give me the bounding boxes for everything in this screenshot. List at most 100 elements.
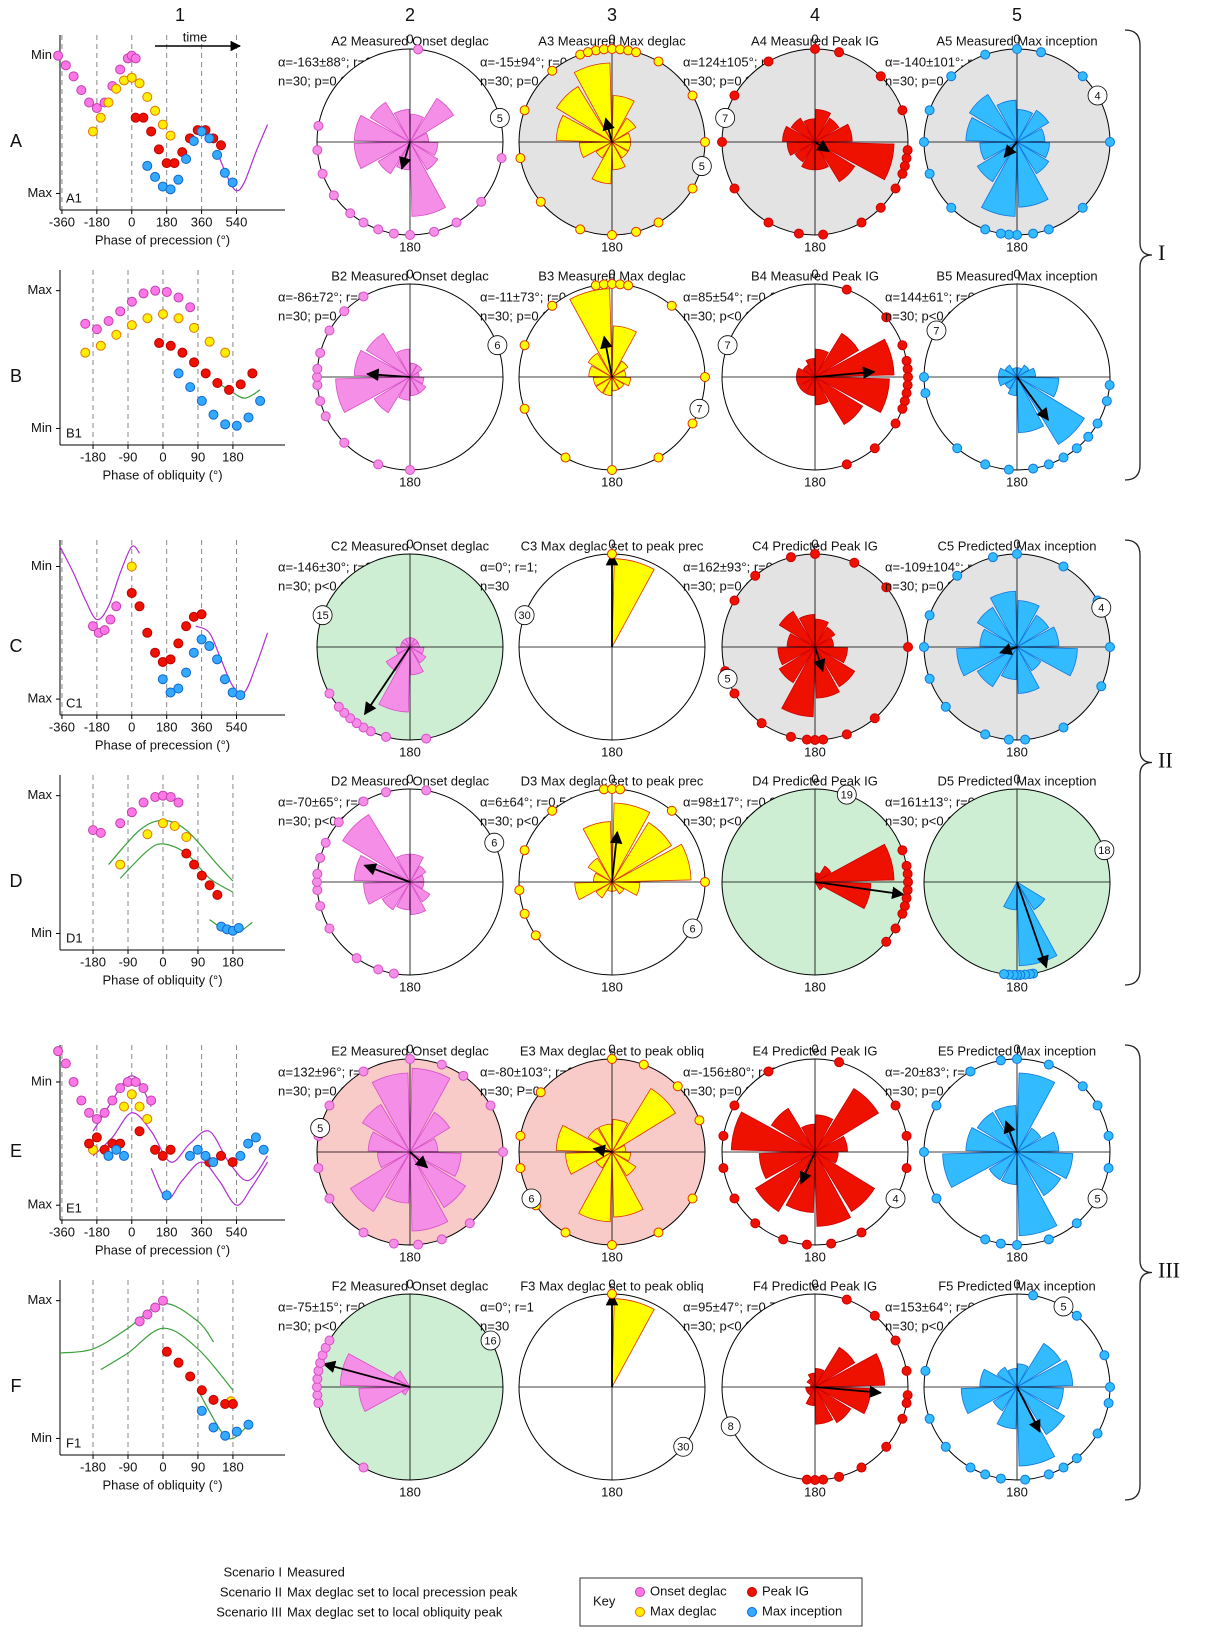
scale-label: 5 (1060, 1301, 1066, 1313)
y-tick-label: Max (27, 185, 52, 200)
data-point (185, 382, 196, 393)
y-tick-label: Min (31, 420, 52, 435)
scale-badge (514, 605, 535, 626)
petal (409, 853, 424, 883)
data-point (99, 625, 110, 636)
data-point (138, 112, 149, 123)
rose-title: E5 Predicted Max inception (938, 1043, 1096, 1058)
data-point (1043, 1469, 1054, 1480)
data-point (142, 1113, 153, 1124)
data-point (987, 552, 998, 563)
data-point (405, 230, 415, 240)
data-point (897, 1413, 908, 1424)
rose-bottom-label: 180 (399, 1249, 421, 1264)
data-point (1043, 1059, 1054, 1070)
x-tick-label: 180 (156, 214, 178, 229)
scenario-description: Max deglac set to local obliquity peak (287, 1604, 503, 1619)
data-point (869, 443, 880, 454)
petal (1016, 1127, 1042, 1153)
data-point (173, 638, 184, 649)
data-point (1071, 1453, 1082, 1464)
key-marker (635, 1587, 645, 1597)
scale-badge (310, 1118, 331, 1138)
data-point (1101, 396, 1112, 407)
data-point (980, 729, 991, 740)
mean-vector (814, 139, 830, 153)
data-point (185, 302, 196, 313)
scale-badge (682, 918, 703, 939)
petal (409, 881, 427, 915)
data-point (756, 718, 767, 729)
scale-badge (717, 335, 738, 356)
x-tick-label: 540 (226, 1224, 248, 1239)
y-tick-label: Min (31, 47, 52, 62)
rose-circle (721, 1058, 909, 1246)
x-tick-label: 0 (128, 1224, 135, 1239)
petal (1016, 141, 1050, 159)
data-point (76, 85, 87, 96)
data-point (897, 105, 908, 116)
data-point (1043, 1234, 1054, 1245)
rose-title: C4 Predicted Peak IG (752, 538, 878, 553)
petal (578, 1151, 613, 1223)
data-point (1028, 1290, 1039, 1301)
mean-vector (813, 646, 826, 673)
data-point (115, 306, 126, 317)
petal (1016, 1151, 1062, 1197)
mean-vector (609, 830, 623, 883)
petal (588, 365, 613, 378)
data-point (924, 673, 935, 684)
data-point (312, 363, 323, 374)
data-point (1105, 642, 1115, 652)
petal (1016, 614, 1050, 648)
data-point (130, 53, 141, 64)
petal (349, 1151, 411, 1213)
rose-stats: α=6±64°; r=0.54 (480, 794, 574, 809)
data-point (1012, 1240, 1022, 1250)
petal (814, 1114, 834, 1153)
data-point (373, 459, 384, 470)
data-point (1028, 463, 1039, 474)
data-point (161, 1346, 172, 1357)
petal (611, 325, 637, 378)
data-point (255, 395, 266, 406)
rose-bottom-label: 180 (1006, 474, 1028, 489)
petal (814, 865, 832, 883)
scale-badge (487, 335, 508, 356)
rose-title: A3 Measured Max deglac (538, 33, 686, 48)
scale-badge (1091, 597, 1112, 618)
scenario-numeral: II (1158, 748, 1173, 773)
petal (996, 1386, 1018, 1430)
data-point (687, 90, 698, 101)
data-point (672, 1081, 683, 1092)
petal (814, 626, 836, 648)
data-point (84, 1138, 95, 1149)
data-point (421, 785, 432, 796)
data-point (87, 621, 98, 632)
data-point (1003, 734, 1014, 745)
rose-stats: n=30; p=0.33 (885, 578, 962, 593)
data-point (841, 729, 852, 740)
petal (573, 62, 613, 143)
data-point (235, 690, 246, 701)
data-point (324, 1193, 335, 1204)
scale-label: 5 (699, 161, 705, 173)
petal (353, 854, 411, 883)
key-marker (747, 1587, 757, 1597)
rose-stats: n=30; p=0.13 (480, 73, 557, 88)
key-label: Onset deglac (650, 1583, 727, 1598)
rose-top-label: 0 (406, 536, 413, 551)
scenario-numeral: I (1158, 240, 1165, 265)
data-point (157, 818, 168, 829)
data-point (177, 347, 188, 358)
data-point (333, 701, 344, 712)
data-point (519, 403, 530, 414)
petal (980, 141, 1018, 217)
data-point (115, 64, 126, 75)
data-point (607, 1240, 617, 1250)
petal (378, 646, 411, 713)
x-tick-label: -180 (80, 449, 106, 464)
data-point (358, 1227, 369, 1238)
rose-title: D5 Predicted Max inception (938, 773, 1097, 788)
key-title: Key (593, 1593, 616, 1608)
